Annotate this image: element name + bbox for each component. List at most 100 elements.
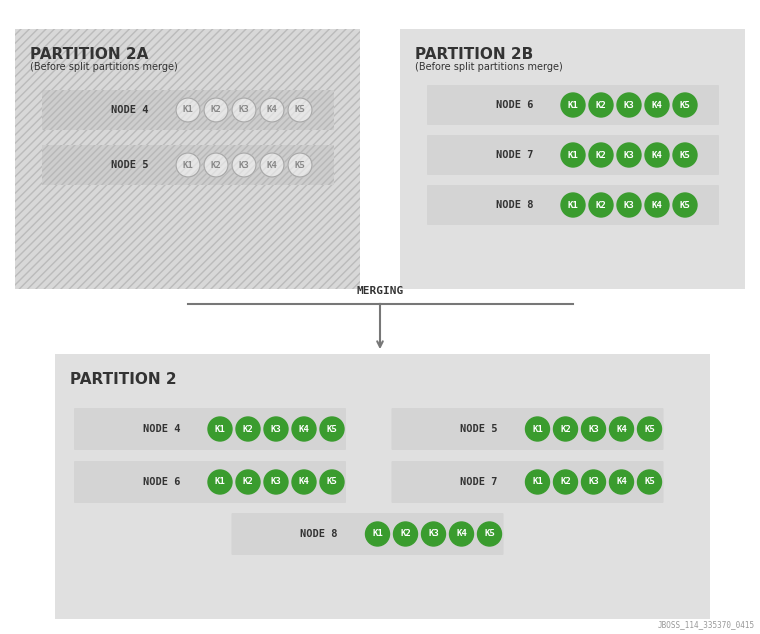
Text: K1: K1 xyxy=(372,529,383,538)
FancyBboxPatch shape xyxy=(15,29,360,289)
Text: K1: K1 xyxy=(182,160,193,169)
Circle shape xyxy=(232,153,256,177)
Circle shape xyxy=(617,143,641,167)
Text: K5: K5 xyxy=(679,150,690,160)
Circle shape xyxy=(673,193,697,217)
FancyBboxPatch shape xyxy=(427,185,719,225)
Circle shape xyxy=(394,522,417,546)
Circle shape xyxy=(232,98,256,122)
Text: K3: K3 xyxy=(588,477,599,486)
Text: K3: K3 xyxy=(239,105,249,115)
Circle shape xyxy=(673,93,697,117)
Circle shape xyxy=(673,143,697,167)
Text: PARTITION 2: PARTITION 2 xyxy=(70,372,176,387)
FancyBboxPatch shape xyxy=(400,29,745,289)
FancyBboxPatch shape xyxy=(74,408,346,450)
Circle shape xyxy=(617,193,641,217)
Circle shape xyxy=(645,143,669,167)
Text: K2: K2 xyxy=(596,200,606,209)
Text: K2: K2 xyxy=(400,529,411,538)
Text: K4: K4 xyxy=(651,101,663,110)
Text: K2: K2 xyxy=(211,160,221,169)
Text: K1: K1 xyxy=(532,425,543,434)
Circle shape xyxy=(264,470,288,494)
Circle shape xyxy=(617,93,641,117)
Circle shape xyxy=(236,470,260,494)
Text: PARTITION 2B: PARTITION 2B xyxy=(415,47,534,62)
Text: K3: K3 xyxy=(239,160,249,169)
Text: K1: K1 xyxy=(568,101,578,110)
Text: K3: K3 xyxy=(588,425,599,434)
Text: K4: K4 xyxy=(299,477,309,486)
Text: K1: K1 xyxy=(182,105,193,115)
Circle shape xyxy=(553,417,578,441)
Text: K4: K4 xyxy=(651,150,663,160)
Circle shape xyxy=(638,470,661,494)
Circle shape xyxy=(236,417,260,441)
Text: K3: K3 xyxy=(271,477,281,486)
Text: NODE 7: NODE 7 xyxy=(496,150,534,160)
Circle shape xyxy=(645,193,669,217)
Text: PARTITION 2A: PARTITION 2A xyxy=(30,47,148,62)
Text: K3: K3 xyxy=(624,150,635,160)
FancyBboxPatch shape xyxy=(42,90,334,130)
Text: NODE 4: NODE 4 xyxy=(143,424,181,434)
Text: K4: K4 xyxy=(616,425,627,434)
Text: K4: K4 xyxy=(267,105,277,115)
Circle shape xyxy=(204,98,228,122)
Text: K5: K5 xyxy=(484,529,495,538)
FancyBboxPatch shape xyxy=(427,85,719,125)
Text: NODE 5: NODE 5 xyxy=(111,160,148,170)
Text: K5: K5 xyxy=(327,477,337,486)
Circle shape xyxy=(208,417,232,441)
Circle shape xyxy=(176,153,200,177)
Text: NODE 5: NODE 5 xyxy=(461,424,498,434)
Circle shape xyxy=(610,470,634,494)
Text: K2: K2 xyxy=(596,101,606,110)
Text: K2: K2 xyxy=(560,425,571,434)
Circle shape xyxy=(525,470,549,494)
Text: NODE 4: NODE 4 xyxy=(111,105,148,115)
Text: (Before split partitions merge): (Before split partitions merge) xyxy=(30,62,178,72)
Circle shape xyxy=(589,93,613,117)
FancyBboxPatch shape xyxy=(55,354,710,619)
Text: K2: K2 xyxy=(242,425,253,434)
FancyBboxPatch shape xyxy=(42,145,334,185)
Text: K4: K4 xyxy=(267,160,277,169)
Circle shape xyxy=(288,98,312,122)
Text: K5: K5 xyxy=(327,425,337,434)
Text: K5: K5 xyxy=(644,477,655,486)
Circle shape xyxy=(422,522,445,546)
Text: MERGING: MERGING xyxy=(356,286,404,296)
Circle shape xyxy=(320,417,344,441)
Text: K1: K1 xyxy=(214,477,226,486)
Circle shape xyxy=(366,522,389,546)
Text: NODE 6: NODE 6 xyxy=(143,477,181,487)
Text: K1: K1 xyxy=(568,200,578,209)
Text: K5: K5 xyxy=(679,200,690,209)
Text: K3: K3 xyxy=(624,200,635,209)
Circle shape xyxy=(525,417,549,441)
Circle shape xyxy=(288,153,312,177)
Circle shape xyxy=(204,153,228,177)
Text: K1: K1 xyxy=(214,425,226,434)
Circle shape xyxy=(176,98,200,122)
Circle shape xyxy=(292,417,316,441)
Circle shape xyxy=(260,98,284,122)
Text: K1: K1 xyxy=(568,150,578,160)
Circle shape xyxy=(645,93,669,117)
Circle shape xyxy=(320,470,344,494)
FancyBboxPatch shape xyxy=(391,408,663,450)
FancyBboxPatch shape xyxy=(391,461,663,503)
Text: NODE 7: NODE 7 xyxy=(461,477,498,487)
Text: K2: K2 xyxy=(596,150,606,160)
Circle shape xyxy=(449,522,473,546)
Circle shape xyxy=(581,470,606,494)
Circle shape xyxy=(638,417,661,441)
Text: K5: K5 xyxy=(644,425,655,434)
FancyBboxPatch shape xyxy=(427,135,719,175)
Circle shape xyxy=(264,417,288,441)
FancyBboxPatch shape xyxy=(232,513,503,555)
Circle shape xyxy=(610,417,634,441)
Text: K3: K3 xyxy=(271,425,281,434)
